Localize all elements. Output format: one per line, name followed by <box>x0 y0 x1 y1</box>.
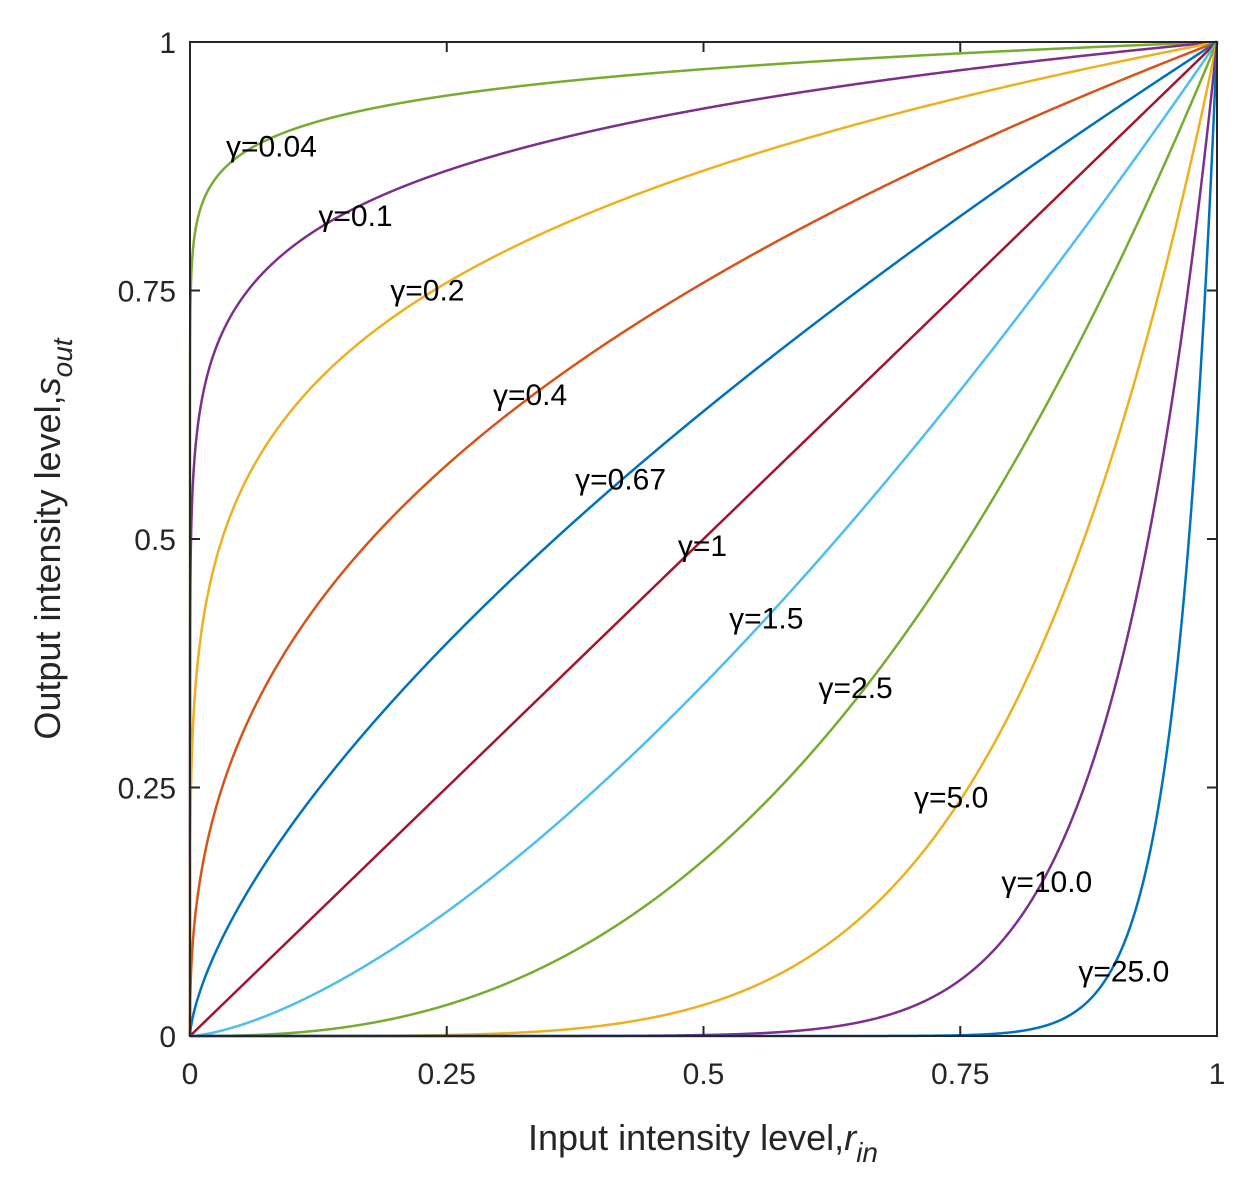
y-axis-label: Output intensity level,sout <box>27 337 78 739</box>
y-axis-label-main: Output intensity level, <box>27 395 68 739</box>
curve-label-gamma-0-4: γ=0.4 <box>493 379 567 412</box>
y-tick-label: 0.5 <box>134 524 176 557</box>
curve-label-gamma-0-1: γ=0.1 <box>318 200 392 233</box>
x-tick-label: 0.75 <box>931 1058 989 1091</box>
curve-label-gamma-10: γ=10.0 <box>1001 866 1092 899</box>
y-tick-label: 0 <box>159 1021 176 1054</box>
curve-label-gamma-1: γ=1 <box>678 530 727 563</box>
series-line-gamma-0-04 <box>188 40 1218 1036</box>
y-tick-label: 0.75 <box>118 276 176 309</box>
tick-group: 0 0.25 0.5 0.75 1 0 0.25 0.5 0.75 1 <box>118 27 1226 1091</box>
y-tick-label: 1 <box>159 27 176 60</box>
x-axis-label: Input intensity level,rin <box>528 1117 878 1168</box>
series-line-gamma-0-2 <box>188 40 1218 1036</box>
series-line-gamma-0-67 <box>188 40 1218 1038</box>
x-axis-label-main: Input intensity level, <box>528 1117 844 1158</box>
curve-label-gamma-0-04: γ=0.04 <box>226 130 317 163</box>
x-axis-label-subscript: in <box>856 1137 878 1168</box>
y-tick-label: 0.25 <box>118 773 176 806</box>
x-tick-label: 0.5 <box>683 1058 725 1091</box>
series-line-gamma-1 <box>188 41 1218 1038</box>
curve-label-gamma-0-67: γ=0.67 <box>575 463 666 496</box>
curve-label-gamma-0-2: γ=0.2 <box>390 274 464 307</box>
curve-label-gamma-5: γ=5.0 <box>914 781 988 814</box>
x-axis-label-symbol: r <box>844 1117 858 1158</box>
curve-label-gamma-1-5: γ=1.5 <box>729 602 803 635</box>
x-tick-label: 1 <box>1209 1058 1226 1091</box>
y-axis-label-subscript: out <box>47 337 78 377</box>
curve-label-gamma-2-5: γ=2.5 <box>819 672 893 705</box>
curve-label-gamma-25: γ=25.0 <box>1078 955 1169 988</box>
curve-label-group: γ=0.04 γ=0.1 γ=0.2 γ=0.4 γ=0.67 γ=1 γ=1.5 γ=2.5… <box>226 130 1169 988</box>
x-tick-label: 0.25 <box>418 1058 476 1091</box>
series-line-gamma-0-4 <box>188 40 1218 1038</box>
axes-box <box>189 41 1218 1037</box>
x-tick-label: 0 <box>182 1058 199 1091</box>
series-line-gamma-0-1 <box>188 40 1218 1036</box>
y-axis-label-symbol: s <box>27 377 68 395</box>
